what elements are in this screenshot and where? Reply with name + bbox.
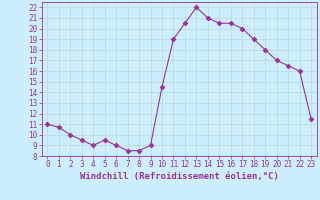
X-axis label: Windchill (Refroidissement éolien,°C): Windchill (Refroidissement éolien,°C) — [80, 172, 279, 181]
